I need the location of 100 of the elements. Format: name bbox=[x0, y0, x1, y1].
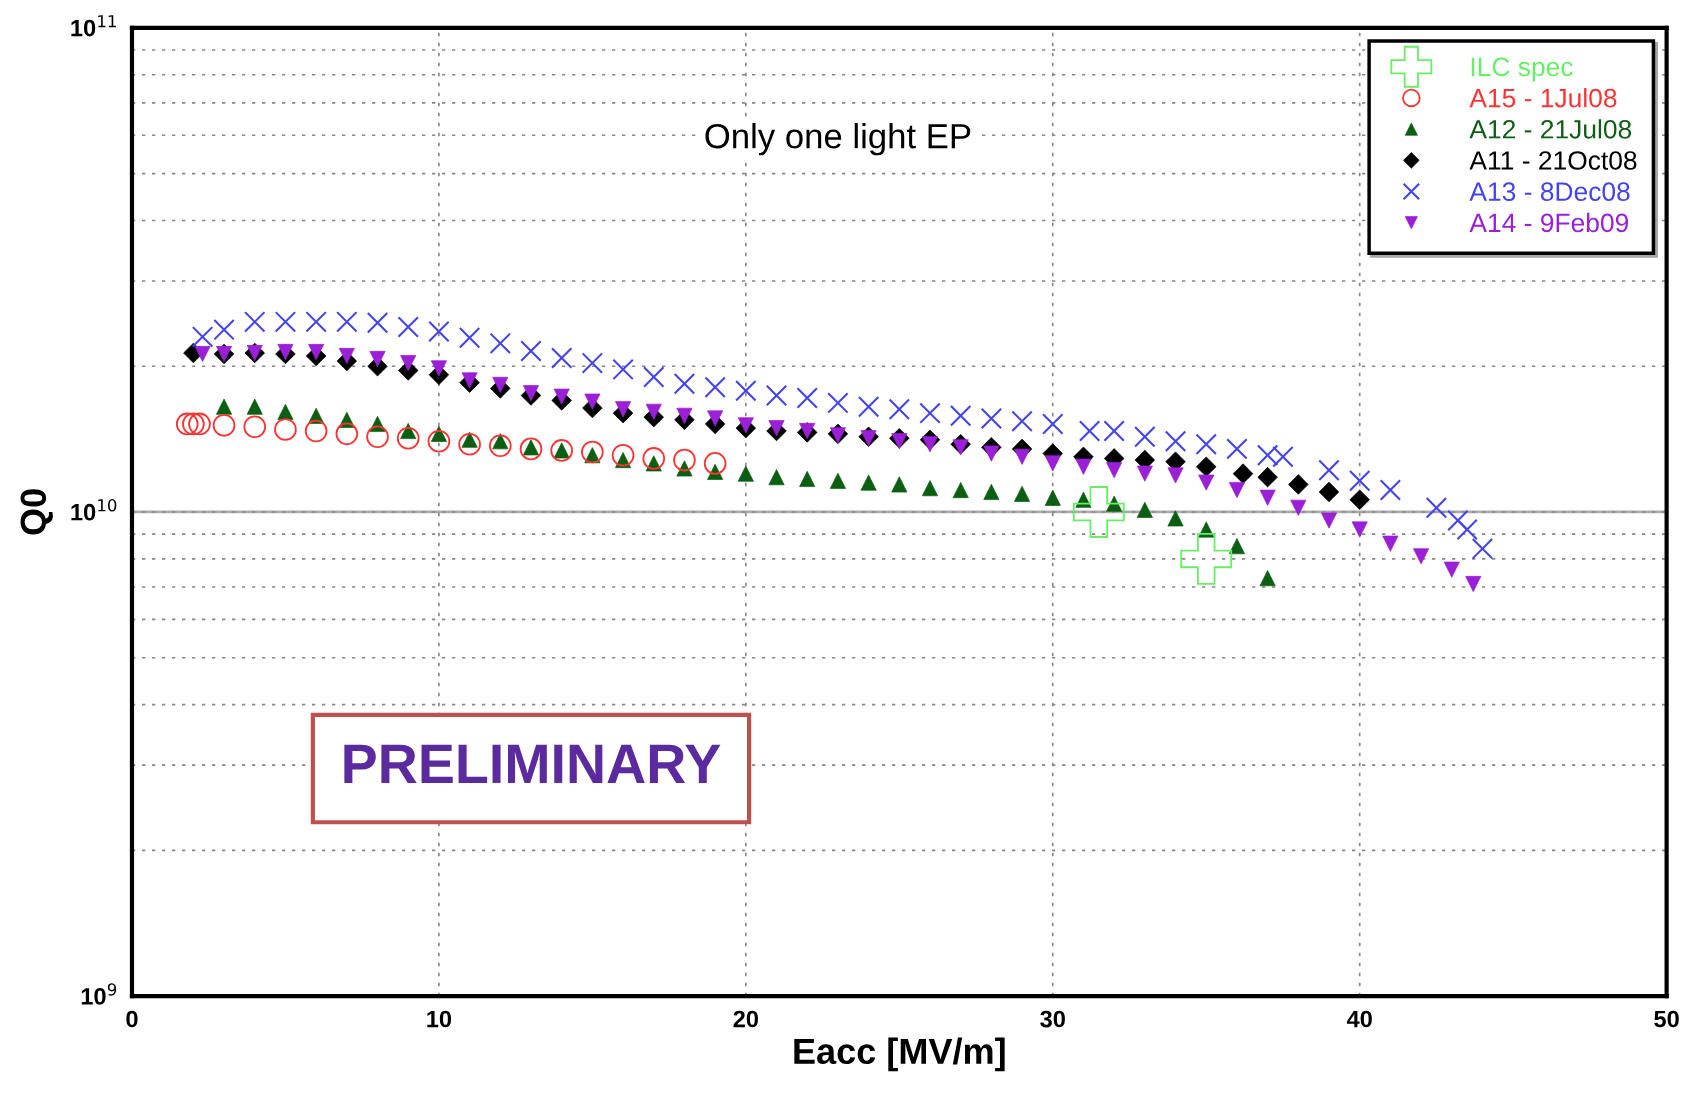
x-tick-label: 0 bbox=[126, 1010, 138, 1028]
point bbox=[1042, 413, 1064, 435]
point bbox=[642, 447, 666, 470]
point bbox=[274, 418, 297, 441]
point bbox=[366, 311, 389, 334]
point bbox=[1180, 532, 1233, 585]
point bbox=[428, 320, 450, 343]
point bbox=[243, 311, 266, 333]
point bbox=[274, 311, 297, 333]
point bbox=[581, 440, 604, 464]
annotation: Only one light EP bbox=[705, 123, 971, 156]
point bbox=[1351, 521, 1368, 538]
point bbox=[520, 340, 542, 362]
point bbox=[796, 387, 818, 409]
point bbox=[768, 469, 785, 486]
point bbox=[983, 483, 1000, 500]
point bbox=[519, 437, 543, 461]
point bbox=[1348, 470, 1371, 492]
point bbox=[1290, 499, 1307, 516]
point bbox=[827, 392, 849, 414]
point bbox=[919, 402, 941, 424]
point bbox=[182, 412, 205, 436]
point bbox=[1447, 509, 1469, 532]
point bbox=[611, 443, 635, 467]
point bbox=[212, 414, 236, 437]
point bbox=[1318, 459, 1340, 481]
point bbox=[1195, 433, 1217, 456]
point bbox=[1349, 489, 1370, 510]
point bbox=[175, 412, 199, 436]
point bbox=[396, 426, 420, 450]
point bbox=[188, 412, 211, 436]
point bbox=[704, 376, 726, 398]
point bbox=[488, 434, 512, 458]
point bbox=[584, 393, 601, 410]
point bbox=[308, 344, 325, 360]
x-tick-label: 10 bbox=[427, 1010, 452, 1028]
point bbox=[1078, 420, 1101, 442]
point bbox=[243, 415, 267, 439]
point bbox=[1134, 426, 1156, 448]
point bbox=[1198, 474, 1215, 491]
point bbox=[673, 448, 696, 472]
point bbox=[1382, 535, 1399, 552]
point bbox=[213, 318, 235, 341]
point bbox=[550, 347, 573, 369]
point bbox=[191, 326, 214, 348]
point bbox=[427, 429, 451, 453]
point bbox=[1456, 518, 1478, 541]
y-axis-title: Q0 bbox=[20, 489, 53, 535]
point bbox=[194, 345, 211, 362]
point bbox=[703, 452, 727, 475]
point bbox=[857, 395, 880, 418]
point bbox=[1443, 561, 1460, 578]
point bbox=[612, 358, 634, 381]
point bbox=[980, 407, 1003, 430]
legend-label: A12 - 21Jul08 bbox=[1469, 119, 1632, 139]
point bbox=[949, 405, 972, 427]
point bbox=[581, 352, 604, 374]
point bbox=[1226, 438, 1248, 460]
point bbox=[735, 379, 757, 402]
annotation: PRELIMINARY bbox=[344, 744, 721, 783]
point bbox=[1272, 446, 1294, 468]
point bbox=[1164, 430, 1187, 452]
point bbox=[1259, 570, 1276, 587]
point bbox=[397, 316, 419, 338]
point bbox=[1288, 474, 1309, 495]
x-tick-label: 30 bbox=[1040, 1010, 1065, 1028]
point bbox=[1136, 501, 1153, 518]
point bbox=[1072, 486, 1125, 538]
point bbox=[338, 347, 355, 364]
point bbox=[305, 311, 327, 333]
y-tick-label: 10$^{9}$ bbox=[81, 983, 117, 1005]
point bbox=[1103, 420, 1125, 442]
legend-label: A11 - 21Oct08 bbox=[1469, 151, 1637, 170]
y-tick-label: 10$^{11}$ bbox=[71, 15, 116, 37]
y-tick-label: 10$^{10}$ bbox=[71, 499, 117, 521]
point bbox=[1011, 410, 1033, 432]
point bbox=[458, 432, 481, 456]
point bbox=[1471, 537, 1494, 560]
point bbox=[304, 419, 328, 443]
point bbox=[1379, 479, 1402, 501]
point bbox=[336, 311, 358, 333]
point bbox=[1256, 444, 1279, 466]
point bbox=[642, 366, 665, 388]
x-axis-title: Eacc [MV/m] bbox=[794, 1037, 1005, 1072]
point bbox=[458, 327, 481, 349]
point bbox=[922, 480, 938, 497]
point bbox=[553, 388, 570, 405]
x-tick-label: 20 bbox=[733, 1010, 758, 1028]
legend-label: A13 - 8Dec08 bbox=[1469, 182, 1630, 202]
point bbox=[489, 332, 512, 355]
point bbox=[1425, 497, 1448, 519]
point bbox=[673, 373, 696, 395]
x-tick-label: 40 bbox=[1346, 1010, 1372, 1028]
legend-label: A14 - 9Feb09 bbox=[1469, 212, 1629, 233]
point bbox=[366, 425, 389, 449]
point bbox=[335, 422, 359, 446]
x-tick-label: 50 bbox=[1654, 1010, 1679, 1028]
legend-label: ILC spec bbox=[1471, 57, 1573, 82]
point bbox=[888, 398, 911, 421]
point bbox=[645, 403, 662, 420]
